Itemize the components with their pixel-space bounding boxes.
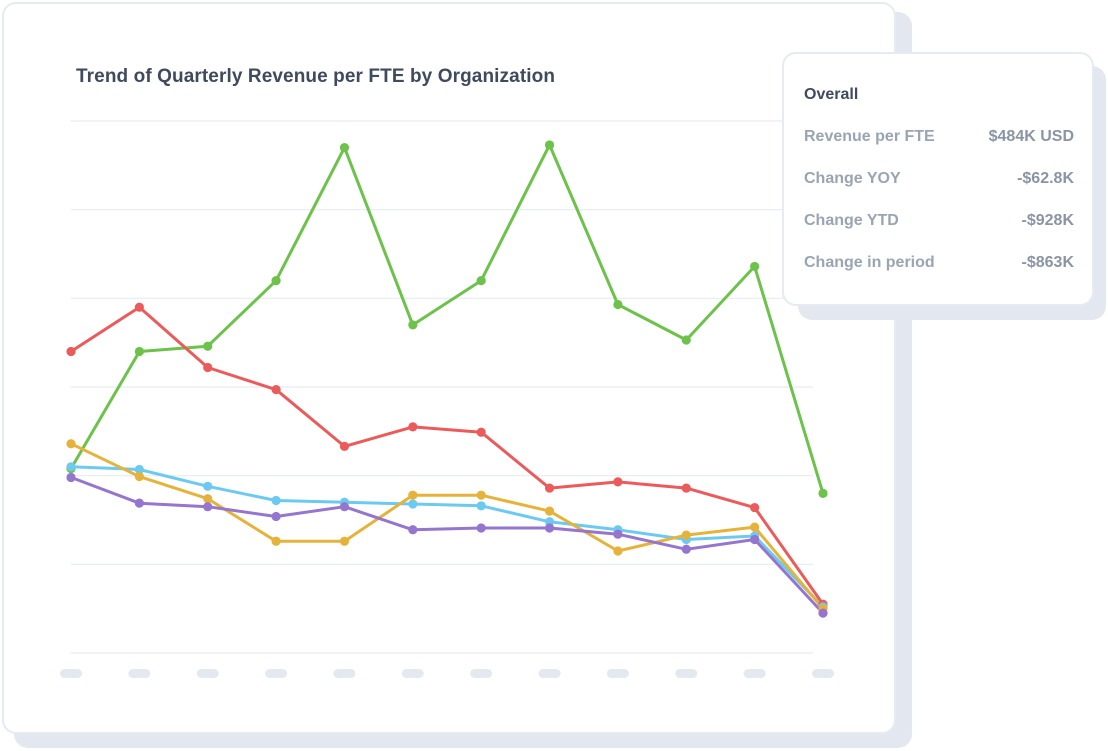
tooltip-label: Revenue per FTE — [804, 128, 935, 145]
data-point-green[interactable] — [544, 140, 555, 150]
data-point-red[interactable] — [750, 502, 760, 513]
data-point-purple[interactable] — [203, 502, 213, 512]
data-point-red[interactable] — [339, 441, 350, 452]
x-tick-placeholder — [401, 669, 424, 678]
data-point-blue[interactable] — [66, 462, 76, 472]
data-point-yellow[interactable] — [613, 546, 623, 556]
data-point-red[interactable] — [66, 346, 76, 357]
tooltip-value: -$928K — [1021, 212, 1074, 229]
data-point-red[interactable] — [134, 302, 144, 312]
tooltip-label: Change in period — [804, 254, 935, 271]
x-tick-placeholder — [538, 669, 561, 678]
data-point-purple[interactable] — [818, 608, 828, 618]
tooltip-value: -$863K — [1021, 254, 1074, 271]
series-line-blue — [69, 465, 825, 609]
data-point-blue[interactable] — [476, 501, 486, 511]
data-point-yellow[interactable] — [544, 506, 555, 516]
data-point-yellow[interactable] — [476, 490, 486, 500]
data-point-purple[interactable] — [339, 502, 350, 512]
tooltip-title: Overall — [804, 86, 859, 103]
data-point-purple[interactable] — [408, 525, 418, 535]
x-axis-ticks — [60, 669, 834, 678]
x-tick-placeholder — [675, 669, 698, 678]
data-point-purple[interactable] — [134, 498, 144, 508]
data-point-green[interactable] — [339, 143, 350, 153]
series-points — [66, 140, 828, 618]
x-tick-placeholder — [128, 669, 151, 678]
data-point-blue[interactable] — [134, 464, 144, 475]
data-point-green[interactable] — [613, 299, 623, 310]
data-point-blue[interactable] — [271, 495, 281, 506]
tooltip-value: -$62.8K — [1017, 170, 1074, 187]
data-point-yellow[interactable] — [750, 522, 760, 532]
data-point-yellow[interactable] — [134, 471, 144, 482]
tooltip-row-ytd: Change YTD -$928K — [804, 210, 1074, 232]
data-point-purple[interactable] — [476, 523, 486, 533]
data-point-purple[interactable] — [613, 529, 623, 539]
gridlines — [71, 120, 813, 654]
x-tick-placeholder — [743, 669, 766, 678]
data-point-green[interactable] — [203, 341, 213, 351]
data-point-red[interactable] — [681, 483, 691, 493]
tooltip-label: Change YTD — [804, 212, 899, 229]
data-point-yellow[interactable] — [203, 494, 213, 504]
data-point-green[interactable] — [750, 261, 760, 272]
data-point-blue[interactable] — [203, 481, 213, 491]
tooltip-value: $484K USD — [988, 128, 1074, 145]
data-point-green[interactable] — [408, 320, 418, 330]
series-line-yellow — [69, 442, 825, 611]
data-point-purple[interactable] — [681, 544, 691, 554]
data-point-red[interactable] — [476, 427, 486, 437]
summary-tooltip: Overall Revenue per FTE $484K USD Change… — [782, 52, 1094, 306]
x-tick-placeholder — [196, 669, 219, 678]
tooltip-row-period: Change in period -$863K — [804, 252, 1074, 274]
data-point-purple[interactable] — [66, 472, 76, 483]
series-line-red — [69, 305, 825, 606]
tooltip-label: Change YOY — [804, 170, 901, 187]
data-point-yellow[interactable] — [408, 490, 418, 500]
data-point-green[interactable] — [476, 276, 486, 286]
data-point-green[interactable] — [818, 488, 828, 498]
data-point-yellow[interactable] — [66, 439, 76, 449]
data-point-green[interactable] — [681, 335, 691, 345]
data-point-green[interactable] — [134, 346, 144, 357]
tooltip-row-yoy: Change YOY -$62.8K — [804, 168, 1074, 190]
x-tick-placeholder — [60, 669, 82, 678]
chart-title: Trend of Quarterly Revenue per FTE by Or… — [76, 66, 556, 87]
data-point-red[interactable] — [203, 362, 213, 373]
data-point-yellow[interactable] — [681, 530, 691, 540]
series-line-green — [69, 143, 825, 495]
x-tick-placeholder — [333, 669, 356, 678]
x-tick-placeholder — [470, 669, 493, 678]
data-point-yellow[interactable] — [339, 536, 350, 546]
series-lines — [69, 143, 825, 615]
data-point-blue[interactable] — [408, 499, 418, 509]
data-point-red[interactable] — [408, 422, 418, 432]
tooltip-row-revenue: Revenue per FTE $484K USD — [804, 126, 1074, 148]
data-point-green[interactable] — [271, 276, 281, 286]
data-point-red[interactable] — [271, 385, 281, 395]
data-point-purple[interactable] — [750, 534, 760, 545]
data-point-red[interactable] — [544, 483, 555, 493]
data-point-purple[interactable] — [271, 511, 281, 522]
data-point-red[interactable] — [613, 477, 623, 487]
data-point-purple[interactable] — [544, 523, 555, 533]
chart-card: Trend of Quarterly Revenue per FTE by Or… — [2, 2, 896, 734]
series-line-purple — [69, 475, 825, 615]
data-point-yellow[interactable] — [271, 536, 281, 546]
x-tick-placeholder — [265, 669, 288, 678]
x-tick-placeholder — [812, 669, 834, 678]
x-tick-placeholder — [606, 669, 629, 678]
